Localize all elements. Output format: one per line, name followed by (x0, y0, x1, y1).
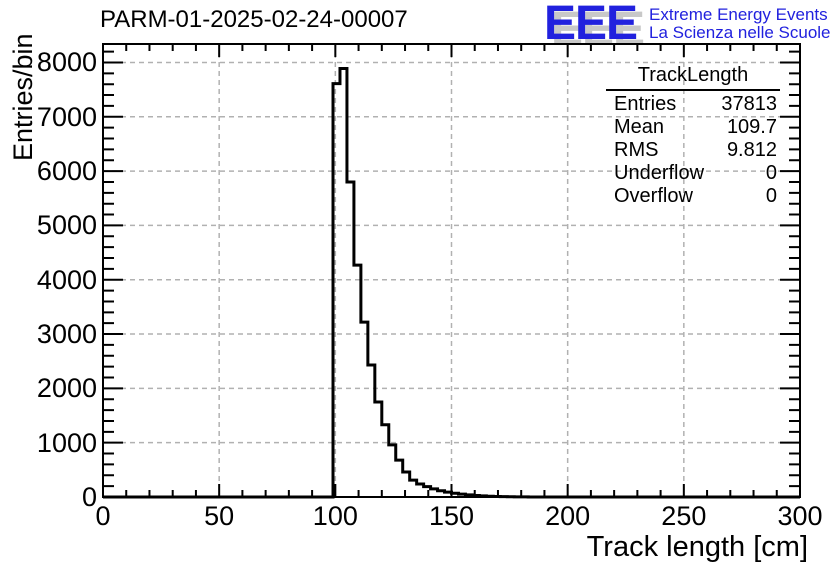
y-tick-label: 6000 (36, 156, 97, 187)
y-tick-label: 7000 (36, 101, 97, 132)
x-tick-label: 200 (545, 501, 591, 531)
x-tick-label: 250 (661, 501, 707, 531)
y-tick-label: 1000 (36, 427, 97, 458)
eee-logo-text: Extreme Energy Events La Scienza nelle S… (649, 6, 830, 42)
y-tick-label: 0 (81, 482, 97, 512)
stat-row: Overflow 0 (606, 185, 780, 208)
stat-row: Underflow 0 (606, 162, 780, 185)
y-axis-title: Entries/bin (8, 33, 38, 161)
axis-ticks (102, 44, 801, 498)
stat-label: Entries (614, 93, 677, 115)
stat-value: 37813 (721, 93, 777, 115)
stat-value: 0 (765, 162, 777, 184)
grid-lines (103, 44, 800, 497)
y-tick-label: 4000 (36, 264, 97, 295)
stats-box: TrackLength Entries 37813 Mean 109.7 RMS 9.81… (606, 63, 780, 208)
x-tick-label: 0 (95, 501, 111, 531)
stat-value: 0 (765, 185, 777, 207)
eee-logo-acronym: EEE (544, 0, 638, 50)
stat-label: RMS (614, 139, 659, 161)
x-axis-title: Track length [cm] (586, 531, 808, 563)
x-tick-label: 100 (312, 501, 358, 531)
stat-row: Entries 37813 (606, 93, 780, 116)
x-tick-label: 300 (777, 501, 823, 531)
x-tick-label: 50 (204, 501, 235, 531)
eee-logo-line1: Extreme Energy Events (649, 5, 828, 24)
y-tick-label: 8000 (36, 47, 97, 78)
eee-logo-line2: La Scienza nelle Scuole (649, 23, 831, 42)
stat-row: Mean 109.7 (606, 116, 780, 139)
y-tick-label: 2000 (36, 373, 97, 404)
stat-label: Mean (614, 116, 665, 138)
stats-box-title: TrackLength (606, 63, 780, 91)
eee-logo: EEE Extreme Energy Events La Scienza nel… (544, 0, 831, 50)
stat-row: RMS 9.812 (606, 139, 780, 162)
y-tick-label: 3000 (36, 319, 97, 350)
stat-label: Underflow (614, 162, 705, 184)
stats-rows: Entries 37813 Mean 109.7 RMS 9.812 Underflow 0 O… (606, 93, 780, 208)
page-title: PARM-01-2025-02-24-00007 (100, 6, 408, 33)
x-tick-label: 150 (428, 501, 475, 531)
y-tick-label: 5000 (36, 210, 97, 241)
stat-label: Overflow (614, 185, 693, 207)
stat-value: 9.812 (726, 139, 777, 161)
stat-value: 109.7 (726, 116, 777, 138)
